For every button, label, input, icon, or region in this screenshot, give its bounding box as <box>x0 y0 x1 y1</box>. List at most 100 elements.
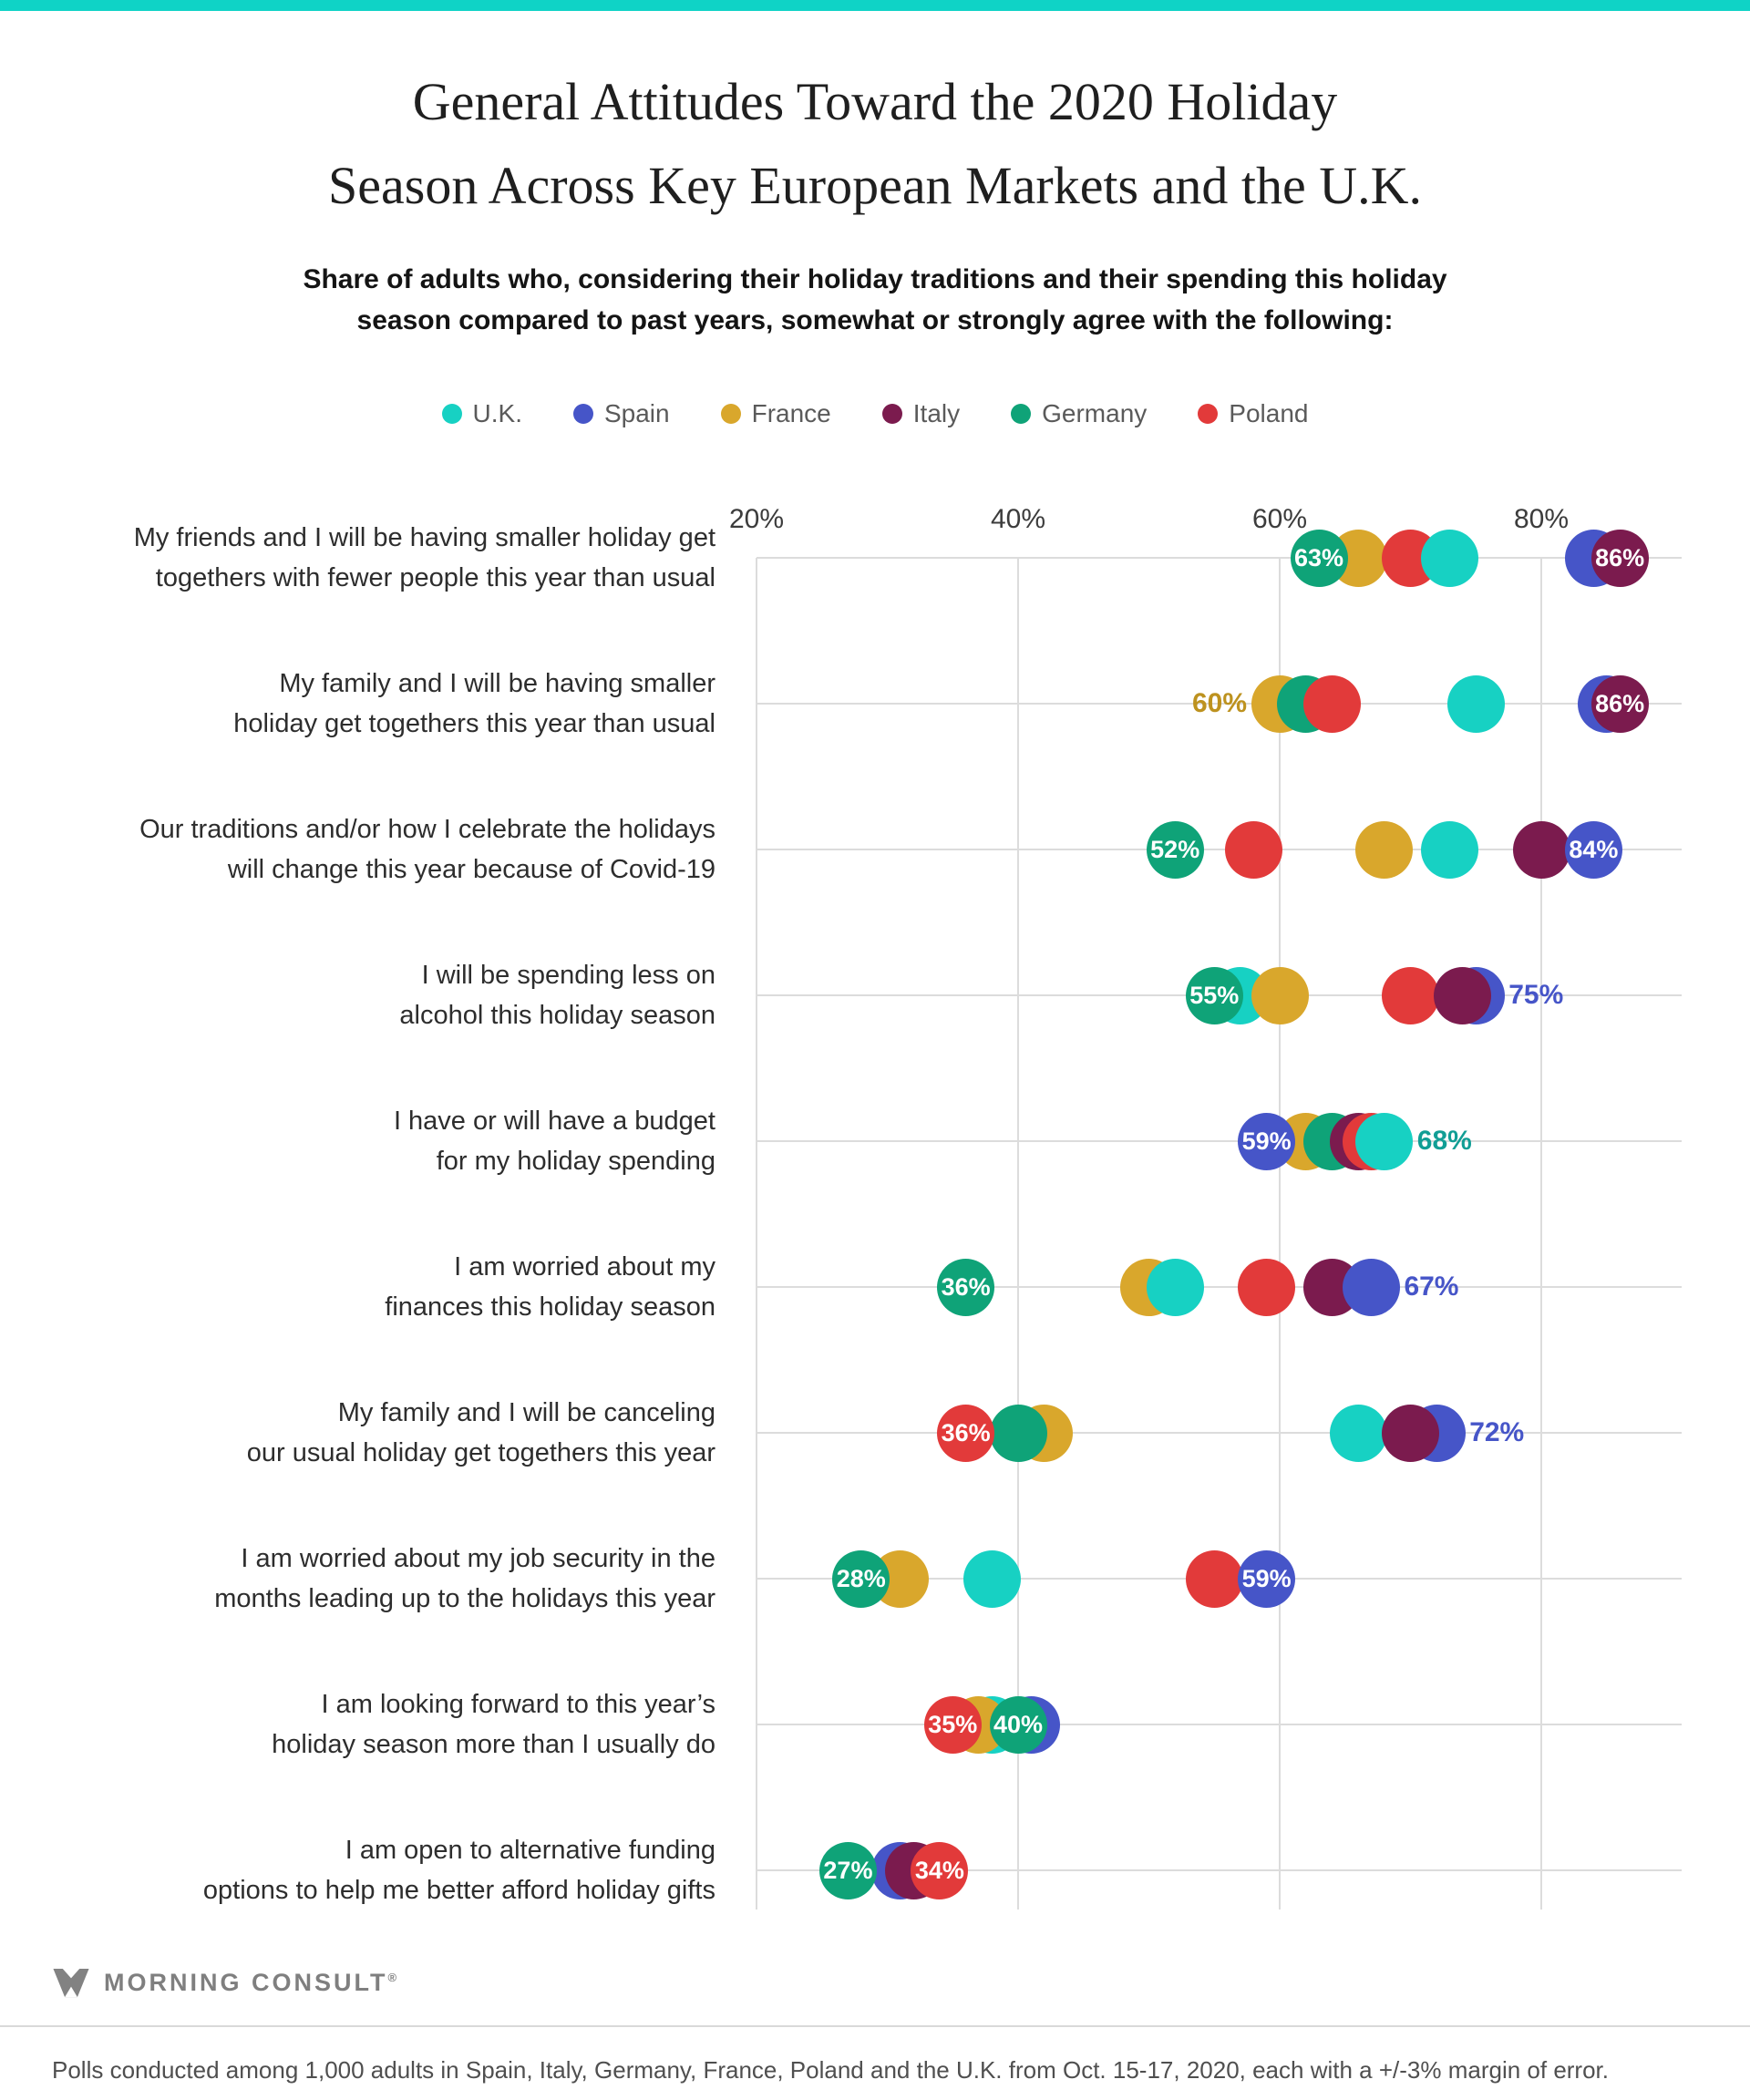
data-dot-italy <box>1434 966 1492 1024</box>
data-dot-uk <box>962 1549 1021 1608</box>
legend-item-poland: Poland <box>1198 399 1308 428</box>
dot-value-label: 28% <box>836 1564 886 1592</box>
statement-label-line: I am looking forward to this year’s <box>321 1690 715 1719</box>
data-dot-uk <box>1329 1404 1387 1462</box>
data-dot-germany <box>989 1404 1047 1462</box>
data-dot-uk <box>1146 1258 1204 1316</box>
legend-dot-icon <box>1011 404 1032 424</box>
statement-label-line: our usual holiday get togethers this yea… <box>246 1438 715 1467</box>
data-dot-poland <box>1302 674 1361 733</box>
legend-label: Poland <box>1229 399 1309 427</box>
chart-subtitle: Share of adults who, considering their h… <box>0 259 1750 341</box>
x-axis-tick-label: 20% <box>728 504 785 534</box>
dot-value-label: 84% <box>1569 835 1619 863</box>
row-gridline <box>757 703 1682 705</box>
legend-item-italy: Italy <box>881 399 960 428</box>
statement-label: My family and I will be having smaller ho… <box>55 664 715 744</box>
statement-label-line: My friends and I will be having smaller … <box>133 523 715 552</box>
dot-value-label: 75% <box>1508 980 1564 1010</box>
data-dot-germany: 28% <box>832 1549 890 1608</box>
statement-label: I am looking forward to this year’s holid… <box>55 1684 715 1765</box>
dot-value-label: 86% <box>1595 689 1645 717</box>
data-dot-italy <box>1512 820 1570 879</box>
statement-label-line: I am worried about my job security in th… <box>241 1544 715 1573</box>
data-dot-spain: 59% <box>1238 1112 1296 1170</box>
legend-label: Germany <box>1042 399 1148 427</box>
dot-value-label: 34% <box>914 1856 964 1884</box>
registered-mark: ® <box>387 1971 397 1984</box>
statement-label-line: for my holiday spending <box>436 1147 715 1176</box>
legend-dot-icon <box>881 404 902 424</box>
data-dot-germany: 36% <box>937 1258 995 1316</box>
statement-label: My family and I will be canceling our usu… <box>55 1393 715 1473</box>
data-dot-germany: 27% <box>818 1841 877 1899</box>
footer-divider <box>0 2025 1750 2027</box>
data-dot-france <box>1355 820 1414 879</box>
statement-label-line: finances this holiday season <box>385 1292 715 1322</box>
statement-label: Our traditions and/or how I celebrate th… <box>55 809 715 890</box>
statement-label-line: I will be spending less on <box>421 961 715 990</box>
statement-label-line: Our traditions and/or how I celebrate th… <box>139 815 715 844</box>
data-dot-uk <box>1421 529 1479 587</box>
legend-dot-icon <box>441 404 462 424</box>
statement-label-line: I am worried about my <box>454 1252 715 1282</box>
data-dot-germany: 40% <box>989 1695 1047 1754</box>
dot-value-label: 52% <box>1150 835 1200 863</box>
dot-value-label: 63% <box>1294 543 1344 571</box>
statement-label-line: My family and I will be canceling <box>337 1398 715 1427</box>
legend-label: U.K. <box>472 399 522 427</box>
statement-label-line: My family and I will be having smaller <box>279 669 715 698</box>
data-dot-poland <box>1185 1549 1243 1608</box>
dot-value-label: 72% <box>1469 1417 1525 1447</box>
chart-title-line1: General Attitudes Toward the 2020 Holida… <box>412 72 1338 131</box>
top-accent-bar <box>0 0 1750 11</box>
data-dot-italy: 86% <box>1590 674 1649 733</box>
data-dot-germany: 52% <box>1146 820 1204 879</box>
data-dot-italy: 86% <box>1590 529 1649 587</box>
dot-value-label: 27% <box>823 1856 873 1884</box>
x-gridline <box>1017 558 1019 1910</box>
data-dot-uk <box>1446 674 1505 733</box>
x-gridline <box>756 558 757 1910</box>
statement-label: I am worried about my job security in th… <box>55 1539 715 1619</box>
row-gridline <box>757 1432 1682 1434</box>
x-axis-tick-label: 80% <box>1513 504 1570 534</box>
dot-value-label: 68% <box>1416 1126 1472 1156</box>
data-dot-uk <box>1421 820 1479 879</box>
statement-label-line: months leading up to the holidays this y… <box>214 1584 715 1613</box>
dot-value-label: 36% <box>941 1272 991 1301</box>
brand-wordmark: MORNING CONSULT® <box>104 1969 397 1996</box>
dot-value-label: 55% <box>1189 981 1240 1009</box>
statement-label: I am worried about my finances this holid… <box>55 1247 715 1327</box>
row-gridline <box>757 849 1682 850</box>
dot-value-label: 36% <box>941 1418 991 1446</box>
row-gridline <box>757 1724 1682 1725</box>
dot-value-label: 59% <box>1241 1564 1292 1592</box>
legend-item-france: France <box>720 399 831 428</box>
x-gridline <box>1279 558 1281 1910</box>
data-dot-poland <box>1382 966 1439 1024</box>
data-dot-poland: 34% <box>911 1841 969 1899</box>
dot-value-label: 35% <box>928 1710 978 1738</box>
data-dot-poland: 36% <box>937 1404 995 1462</box>
legend-item-germany: Germany <box>1011 399 1147 428</box>
row-gridline <box>757 1140 1682 1142</box>
statement-label: I will be spending less on alcohol this h… <box>55 955 715 1035</box>
statement-label-line: I have or will have a budget <box>393 1107 715 1136</box>
chart-title-line2: Season Across Key European Markets and t… <box>328 156 1422 215</box>
data-dot-poland <box>1238 1258 1296 1316</box>
methodology-note: Polls conducted among 1,000 adults in Sp… <box>52 2056 1610 2084</box>
statement-label-line: I am open to alternative funding <box>345 1836 715 1865</box>
dot-value-label: 40% <box>993 1710 1044 1738</box>
data-dot-spain <box>1342 1258 1400 1316</box>
chart-subtitle-line2: season compared to past years, somewhat … <box>356 305 1394 335</box>
statement-label-line: options to help me better afford holiday… <box>202 1876 715 1905</box>
data-dot-spain: 84% <box>1564 820 1622 879</box>
x-gridline <box>1540 558 1542 1910</box>
statement-label-line: will change this year because of Covid-1… <box>227 855 715 884</box>
data-dot-france <box>1251 966 1309 1024</box>
statement-label: I am open to alternative funding options … <box>55 1830 715 1910</box>
data-dot-germany: 63% <box>1290 529 1348 587</box>
